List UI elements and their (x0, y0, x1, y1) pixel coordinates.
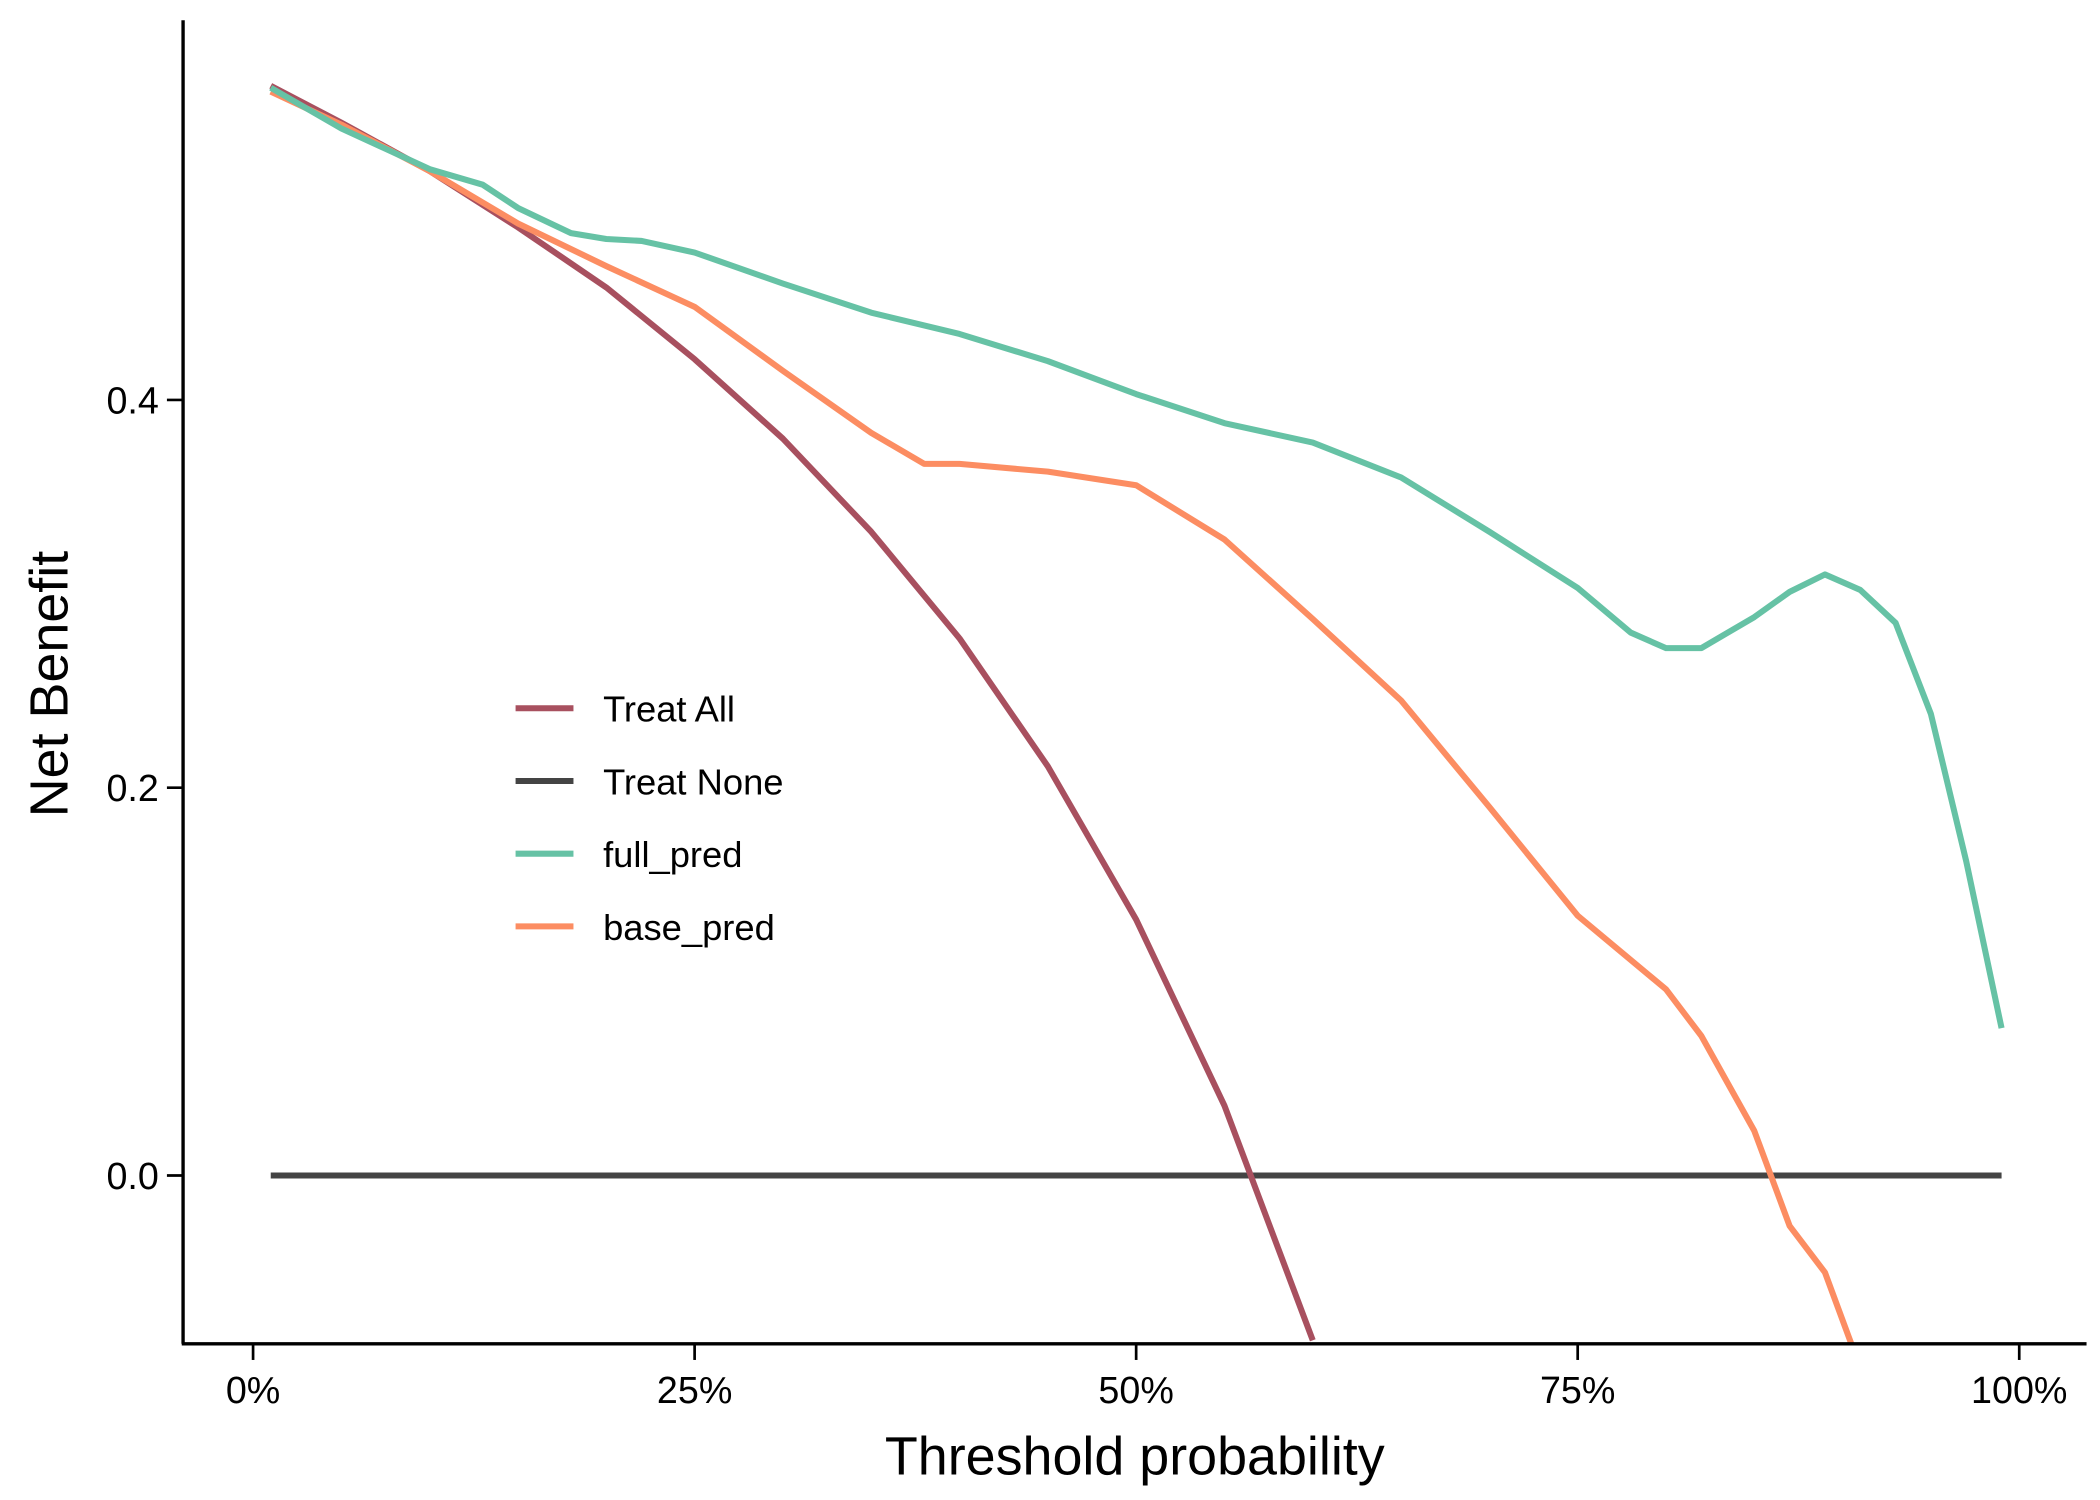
y-axis-title: Net Benefit (19, 551, 79, 817)
legend-label: full_pred (603, 834, 742, 875)
legend-label: Treat None (603, 761, 783, 802)
series-line-full-pred (269, 85, 2005, 1029)
series-line-treat-all (269, 83, 1316, 1342)
x-tick-label: 100% (1971, 1369, 2067, 1411)
y-tick-label: 0.2 (106, 767, 158, 809)
x-tick-label: 75% (1540, 1369, 1615, 1411)
x-axis-title: Threshold probability (885, 1426, 1385, 1486)
x-tick-label: 50% (1098, 1369, 1173, 1411)
y-tick-label: 0.0 (106, 1155, 158, 1197)
legend-label: Treat All (603, 689, 735, 730)
series-line-base-pred (269, 88, 1855, 1344)
y-tick-label: 0.4 (106, 379, 158, 421)
x-tick-label: 25% (657, 1369, 732, 1411)
legend: Treat All Treat None full_pred base_pred (515, 689, 784, 948)
x-tick-label: 0% (226, 1369, 280, 1411)
legend-label: base_pred (603, 907, 775, 948)
